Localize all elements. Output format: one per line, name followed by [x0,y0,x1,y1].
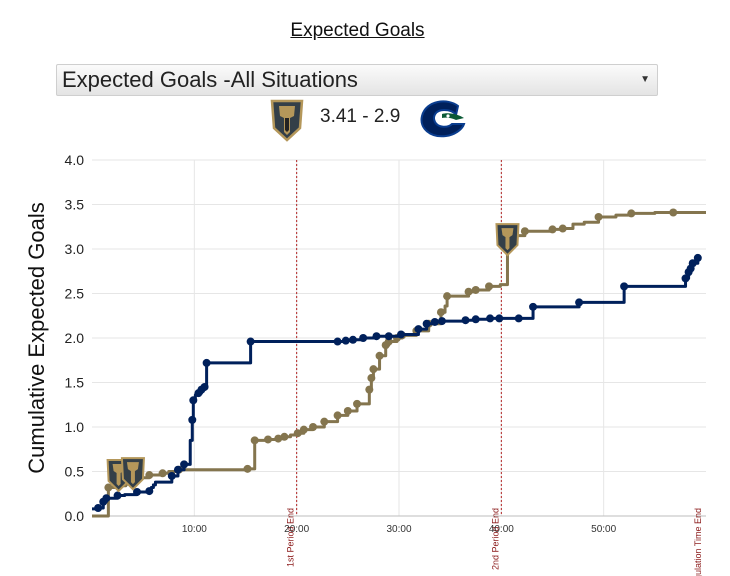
x-tick-label: 30:00 [386,524,411,535]
away-shot-point [688,259,697,268]
home-shot-point [293,429,302,438]
away-shot-point [422,319,431,328]
y-tick-label: 3.5 [65,197,85,213]
away-shot-point [180,460,189,469]
away-shot-point [246,337,255,346]
home-shot-point [375,351,384,360]
canucks-logo-icon [418,98,468,145]
home-shot-point [365,385,374,394]
home-shot-point [353,399,362,408]
period-end-label: 2nd Period End [490,508,500,570]
score-text: 3.41 - 2.9 [320,106,401,127]
y-tick-label: 1.5 [65,375,85,391]
away-shot-point [414,325,423,334]
away-shot-point [514,314,523,323]
home-shot-point [309,423,318,431]
away-shot-point [145,487,154,496]
x-tick-label: 20:00 [284,524,309,535]
home-shot-point [471,285,480,294]
y-tick-label: 4.0 [65,152,85,168]
period-end-label: 1st Period End [286,508,296,567]
away-shot-point [437,317,446,326]
away-shot-point [200,382,209,391]
away-shot-point [372,332,381,341]
away-shot-point [348,335,357,344]
home-shot-point [250,436,259,445]
away-shot-point [397,330,406,339]
away-shot-point [341,336,350,345]
golden-knights-goal-marker-icon [120,457,145,491]
home-shot-point [264,435,273,444]
away-shot-point [529,302,538,311]
home-shot-point [280,432,289,441]
away-shot-point [113,491,122,500]
away-shot-point [359,334,368,342]
home-shot-point [367,374,376,383]
home-shot-point [320,417,329,426]
home-shot-point [299,425,308,434]
chart-title: Expected Goals [290,20,425,41]
away-shot-point [471,315,480,324]
situation-select-value: Expected Goals -All Situations [62,67,358,92]
away-shot-point [102,494,111,503]
home-shot-point [558,224,567,233]
home-shot-point [627,209,636,218]
home-shot-point [485,282,494,291]
home-shot-point [333,411,342,420]
away-shot-point [202,358,211,367]
away-shot-point [94,503,103,512]
away-shot-point [384,332,393,341]
goal-markers [106,223,520,493]
grid [92,159,706,517]
y-tick-label: 0.0 [65,508,85,524]
home-shot-point [145,471,154,480]
x-tick-label: 50:00 [591,524,616,535]
chevron-down-icon[interactable]: ▼ [640,74,650,85]
home-shot-point [369,365,378,374]
x-tick-label: 10:00 [182,524,207,535]
away-shot-point [173,465,182,474]
home-shot-point [443,292,452,301]
home-shot-point [343,406,352,415]
score-header: 3.41 - 2.9 [0,96,730,142]
away-shot-point [333,337,342,346]
away-shot-point [461,316,470,325]
y-tick-label: 1.0 [65,419,85,435]
x-tick-label: 40:00 [489,524,514,535]
away-shot-point [575,298,584,307]
away-shot-point [681,274,690,283]
y-tick-label: 0.5 [65,464,85,480]
home-shot-point [274,434,283,443]
series-layer [92,208,706,518]
home-shot-point [520,227,529,236]
home-shot-point [669,208,678,217]
away-shot-point [693,253,702,262]
away-shot-point [167,471,176,480]
away-shot-point [430,317,439,326]
home-shot-point [104,483,113,492]
axis-ticks: 0.0 0.5 1.0 1.5 2.0 2.5 3.0 3.5 4.0 10:00 20:00 30:… [65,152,617,535]
away-shot-point [189,396,198,405]
situation-select[interactable]: Expected Goals -All Situations ▼ [56,64,658,96]
away-shot-point [620,282,629,291]
away-shot-point [133,487,142,496]
period-end-label: Regulation Time End [693,508,703,576]
home-shot-point [243,464,252,473]
home-shot-point [436,308,445,317]
home-shot-point [464,287,473,296]
y-tick-label: 2.5 [65,286,85,302]
golden-knights-goal-marker-icon [495,223,520,257]
home-shot-point [548,225,557,234]
away-shot-point [495,314,504,323]
home-shot-point [594,212,603,221]
period-lines: 1st Period End 2nd Period End Regulation T… [286,160,703,576]
golden-knights-logo-icon [270,98,304,147]
home-shot-point [158,469,167,478]
away-shot-point [486,314,495,323]
away-shot-point [188,415,197,424]
y-tick-label: 2.0 [65,330,85,346]
y-tick-label: 3.0 [65,241,85,257]
y-axis-title: Cumulative Expected Goals [24,202,49,473]
